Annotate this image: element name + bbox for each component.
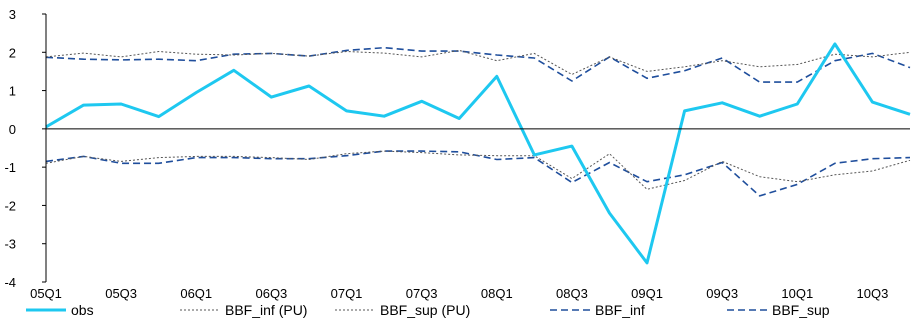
x-tick-label: 08Q1: [481, 286, 513, 301]
x-tick-label: 06Q3: [255, 286, 287, 301]
legend: obs BBF_inf (PU) BBF_sup (PU) BBF_inf BBF_su…: [26, 302, 830, 318]
y-tick-labels: 3 2 1 0 -1 -2 -3 -4: [4, 7, 46, 290]
x-tick-label: 05Q1: [30, 286, 62, 301]
series-line: [45, 46, 911, 83]
series-line: [45, 49, 911, 75]
x-tick-label: 10Q3: [857, 286, 889, 301]
y-tick-label: 2: [9, 45, 16, 60]
y-tick-label: -2: [4, 198, 16, 213]
legend-label: BBF_inf (PU): [225, 302, 307, 318]
x-tick-label: 09Q3: [706, 286, 738, 301]
y-tick-label: 3: [9, 7, 16, 22]
x-tick-label: 05Q3: [105, 286, 137, 301]
legend-label: obs: [71, 302, 94, 318]
series-line: [45, 150, 911, 197]
y-tick-label: 0: [9, 122, 16, 137]
series-line: [45, 150, 911, 190]
legend-label: BBF_sup: [772, 302, 830, 318]
y-tick-label: -3: [4, 237, 16, 252]
x-tick-label: 09Q1: [631, 286, 663, 301]
x-tick-label: 08Q3: [556, 286, 588, 301]
y-tick-label: -1: [4, 160, 16, 175]
x-tick-labels: 05Q1 05Q3 06Q1 06Q3 07Q1 07Q3 08Q1 08Q3 09Q1 09Q3…: [30, 286, 888, 301]
y-tick-label: -4: [4, 275, 16, 290]
legend-label: BBF_sup (PU): [380, 302, 470, 318]
y-tick-label: 1: [9, 84, 16, 99]
x-tick-label: 07Q3: [406, 286, 438, 301]
series-line: [45, 42, 911, 265]
legend-label: BBF_inf: [595, 302, 645, 318]
series-layer: [45, 42, 911, 265]
x-tick-label: 07Q1: [331, 286, 363, 301]
x-tick-label: 10Q1: [781, 286, 813, 301]
x-tick-label: 06Q1: [180, 286, 212, 301]
